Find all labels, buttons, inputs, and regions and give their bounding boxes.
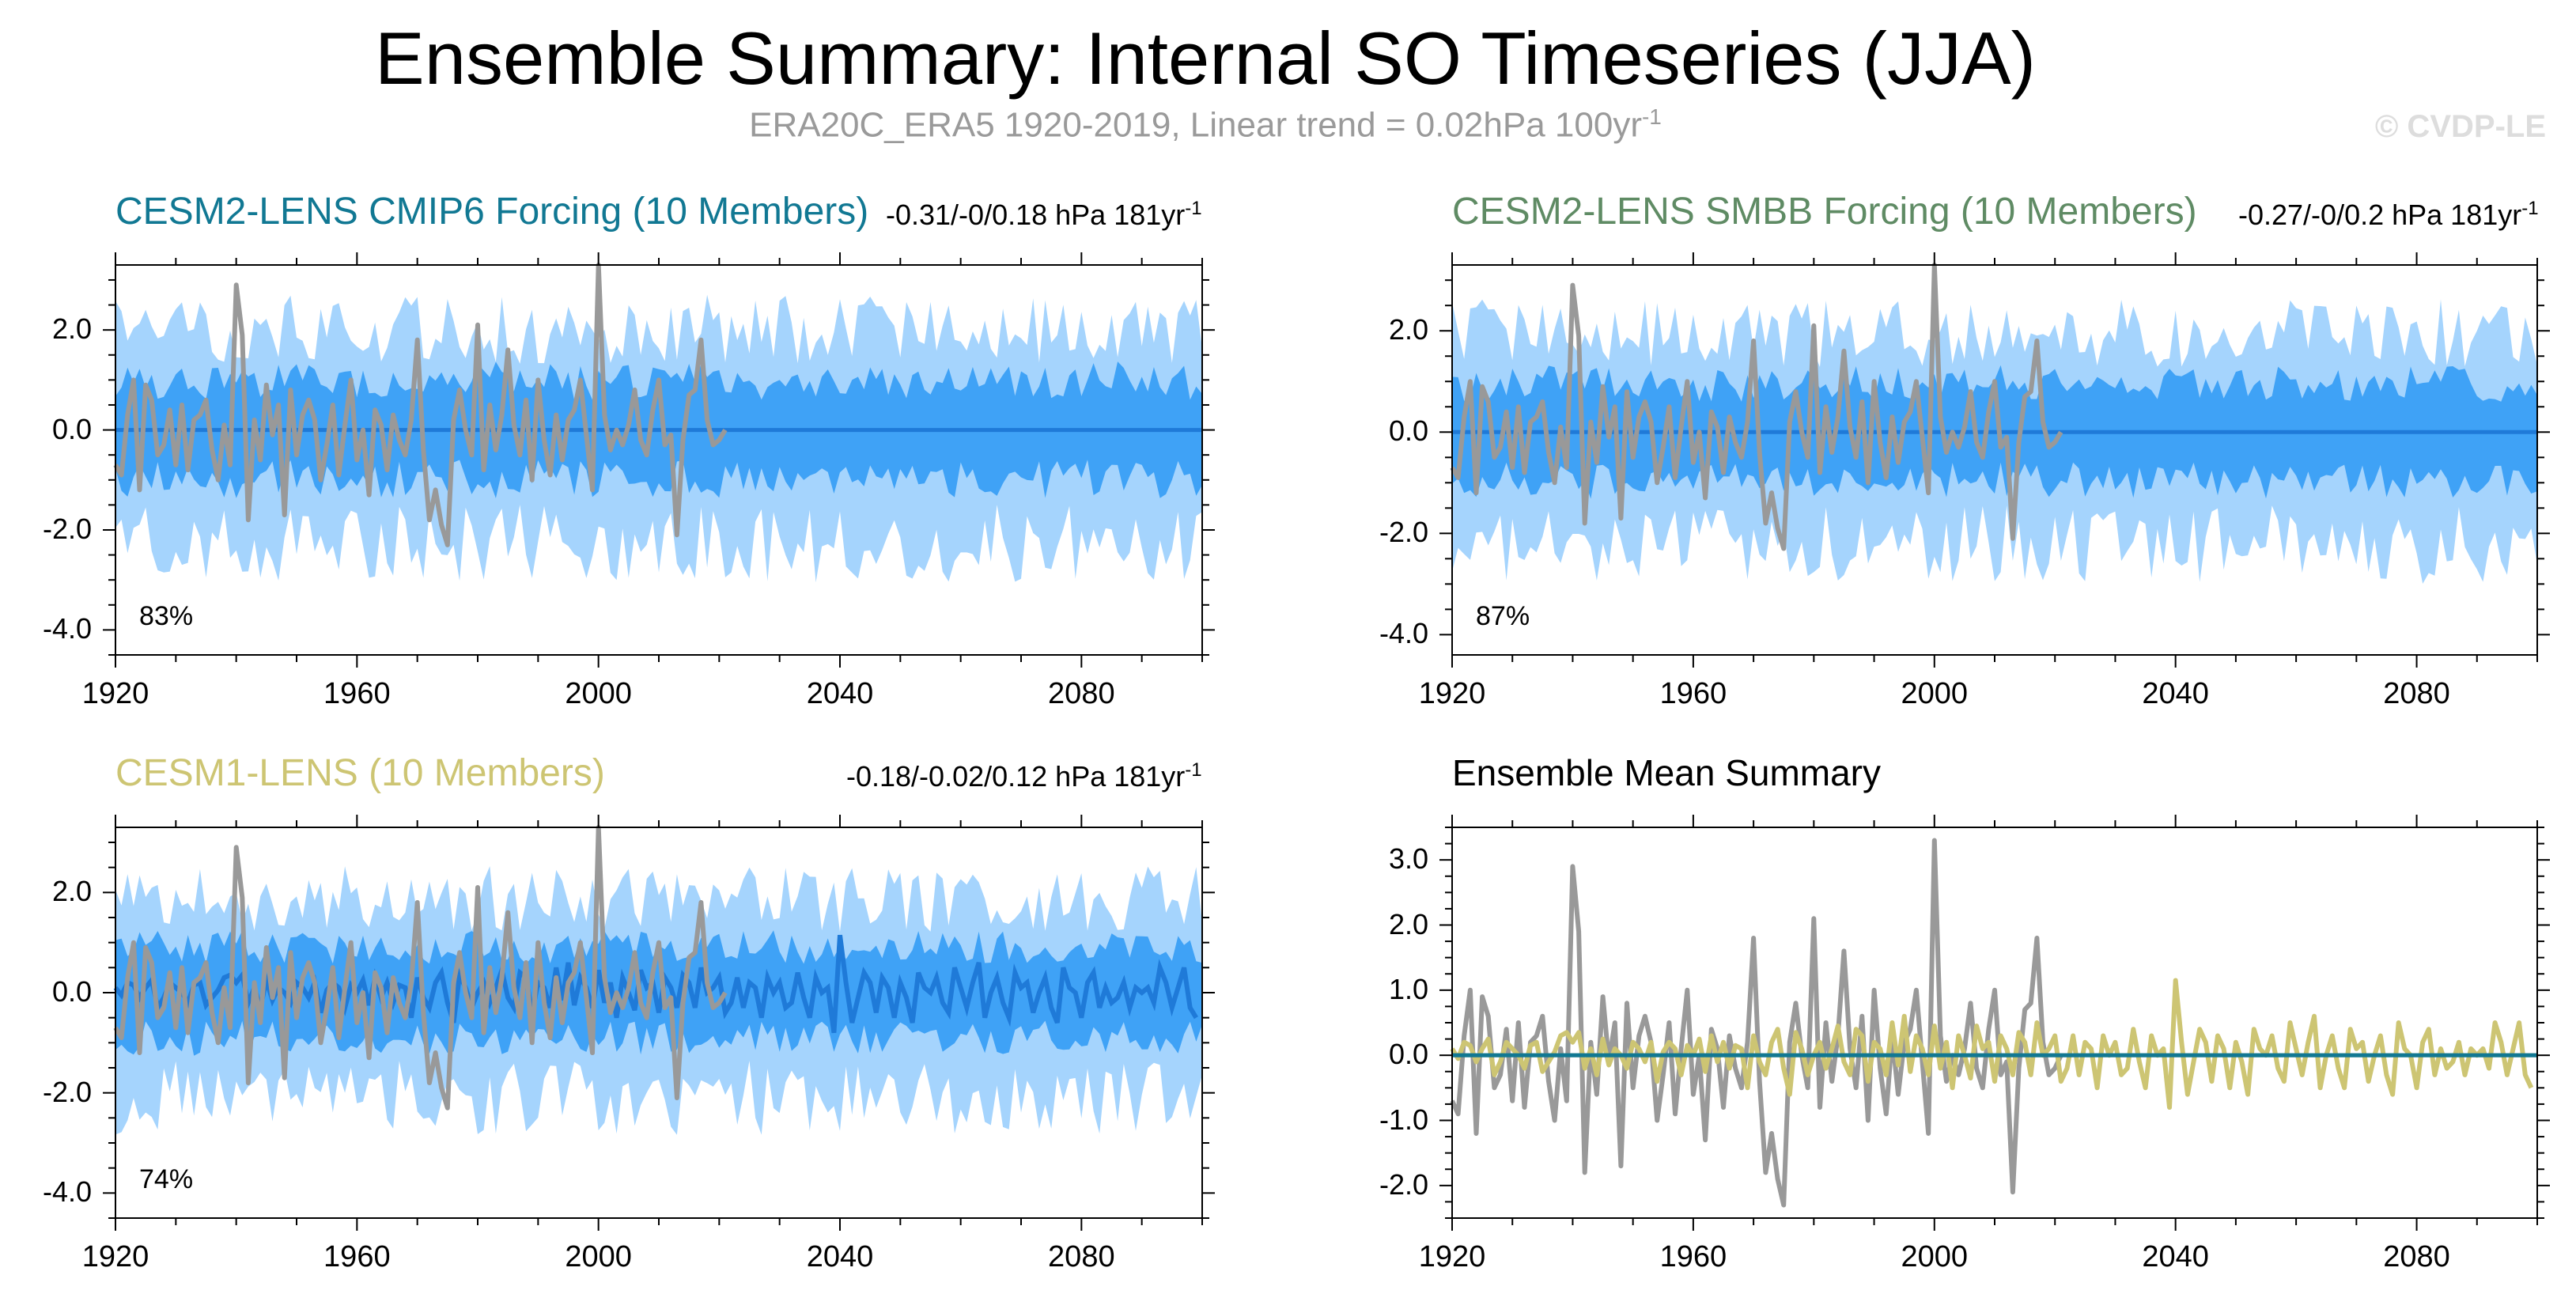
p2-title: CESM2-LENS SMBB Forcing (10 Members) bbox=[1452, 191, 2197, 233]
p2-xtick-label: 2000 bbox=[1901, 677, 1969, 710]
p2-xtick-label: 1960 bbox=[1659, 677, 1727, 710]
p4-xtick-label: 2080 bbox=[2383, 1240, 2450, 1273]
p4-series-1 bbox=[1450, 978, 2534, 1110]
p3-pct-label: 74% bbox=[139, 1164, 194, 1194]
p2-ytick-label: 2.0 bbox=[1388, 313, 1428, 346]
p3-ytick-label: 0.0 bbox=[51, 975, 92, 1008]
p1-xtick-label: 2040 bbox=[806, 677, 874, 710]
p2-observations-line bbox=[1450, 263, 2063, 551]
p1-ytick-label: 2.0 bbox=[51, 312, 92, 346]
p3-xtick-label: 1960 bbox=[323, 1240, 391, 1273]
p3-trend-sup: -1 bbox=[1185, 759, 1202, 781]
p1-xtick-label: 2000 bbox=[565, 677, 632, 710]
p2-xtick-label: 1920 bbox=[1418, 677, 1486, 710]
p2-ytick-label: 0.0 bbox=[1388, 414, 1428, 448]
p3-trend-value: -0.18/-0.02/0.12 hPa 181yr bbox=[846, 760, 1186, 793]
p4-ytick-label: -2.0 bbox=[1379, 1167, 1428, 1201]
subtitle-text: ERA20C_ERA5 1920-2019, Linear trend = 0.… bbox=[749, 105, 1642, 145]
p1-ytick-label: -4.0 bbox=[42, 612, 92, 645]
p3-ytick-label: 2.0 bbox=[51, 875, 92, 908]
p3-xtick-label: 1920 bbox=[81, 1240, 149, 1273]
p3-trend-text: -0.18/-0.02/0.12 hPa 181yr-1 bbox=[846, 759, 1202, 793]
p4-xtick-label: 1960 bbox=[1659, 1240, 1727, 1273]
p4-ytick-label: 3.0 bbox=[1388, 842, 1428, 876]
p3-ytick-label: -4.0 bbox=[42, 1175, 92, 1209]
p1-pct-label: 83% bbox=[139, 601, 194, 631]
p3-xtick-label: 2040 bbox=[806, 1240, 874, 1273]
p1-ytick-label: 0.0 bbox=[51, 412, 92, 445]
p1-ytick-label: -2.0 bbox=[42, 512, 92, 545]
p2-xtick-label: 2040 bbox=[2142, 677, 2209, 710]
p4-ytick-label: 1.0 bbox=[1388, 972, 1428, 1005]
p3-title: CESM1-LENS (10 Members) bbox=[115, 752, 605, 794]
p1-trend-text: -0.31/-0/0.18 hPa 181yr-1 bbox=[886, 198, 1202, 232]
p3-ytick-label: -2.0 bbox=[42, 1075, 92, 1108]
p3-xtick-label: 2080 bbox=[1048, 1240, 1115, 1273]
p4-xtick-label: 2040 bbox=[2142, 1240, 2209, 1273]
p1-trend-value: -0.31/-0/0.18 hPa 181yr bbox=[886, 199, 1186, 231]
figure-title: Ensemble Summary: Internal SO Timeseries… bbox=[375, 17, 2036, 100]
p4-xtick-label: 1920 bbox=[1418, 1240, 1486, 1273]
credit-label: © CVDP-LE bbox=[2374, 109, 2546, 144]
p4-ytick-label: 0.0 bbox=[1388, 1038, 1428, 1071]
p1-xtick-label: 1920 bbox=[81, 677, 149, 710]
p2-ytick-label: -2.0 bbox=[1379, 516, 1428, 549]
p1-title: CESM2-LENS CMIP6 Forcing (10 Members) bbox=[115, 191, 869, 233]
p2-xtick-label: 2080 bbox=[2383, 677, 2450, 710]
p2-trend-text: -0.27/-0/0.2 hPa 181yr-1 bbox=[2238, 198, 2539, 232]
p1-xtick-label: 2080 bbox=[1048, 677, 1115, 710]
p4-title: Ensemble Mean Summary bbox=[1452, 752, 1881, 793]
p2-trend-sup: -1 bbox=[2521, 198, 2539, 219]
p1-trend-sup: -1 bbox=[1185, 198, 1202, 219]
p4-xtick-label: 2000 bbox=[1901, 1240, 1969, 1273]
subtitle-sup: -1 bbox=[1641, 104, 1662, 129]
p2-pct-label: 87% bbox=[1476, 601, 1530, 631]
p2-ytick-label: -4.0 bbox=[1379, 617, 1428, 650]
p3-xtick-label: 2000 bbox=[565, 1240, 632, 1273]
p2-trend-value: -0.27/-0/0.2 hPa 181yr bbox=[2238, 199, 2522, 231]
p1-xtick-label: 1960 bbox=[323, 677, 391, 710]
p4-ytick-label: -1.0 bbox=[1379, 1103, 1428, 1136]
figure-subtitle: ERA20C_ERA5 1920-2019, Linear trend = 0.… bbox=[0, 104, 2411, 146]
p3-observations-line bbox=[113, 825, 728, 1111]
p4-ytick-label: 2.0 bbox=[1388, 907, 1428, 940]
p1-observations-line bbox=[113, 263, 728, 547]
p4-series-0 bbox=[1450, 838, 2063, 1208]
